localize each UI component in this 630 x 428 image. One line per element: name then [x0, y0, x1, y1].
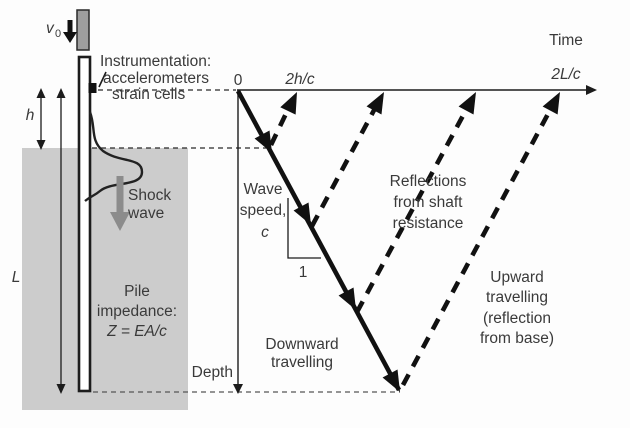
h-arrowhead-down-icon [36, 140, 46, 150]
impact-velocity-label: v [46, 20, 55, 37]
tick-2h-over-c: 2h/c [284, 71, 315, 88]
wave-speed-label-line1: Wave [243, 181, 282, 198]
soil-region [22, 148, 188, 410]
impact-arrowhead-icon [63, 32, 77, 43]
shaft-reflection-line-2 [309, 97, 383, 228]
L-arrowhead-up-icon [56, 88, 66, 98]
impedance-label-line2: impedance: [97, 303, 177, 320]
tick-origin: 0 [234, 72, 243, 89]
downward-label-line1: Downward [265, 336, 338, 353]
instrumentation-label-line2: accelerometers [103, 70, 209, 87]
instrumentation-label-line1: Instrumentation: [100, 53, 211, 70]
shock-wave-label-line2: wave [127, 205, 164, 222]
base-reflection-label-line4: from base) [480, 330, 554, 347]
downward-wave-arrowhead-tip-icon [382, 369, 400, 392]
shaft-reflection-arrowhead-1-icon [280, 92, 297, 115]
downward-wave-arrowhead-3-icon [338, 287, 356, 310]
shaft-reflection-arrowhead-2-icon [366, 92, 384, 115]
base-reflection-label-line2: travelling [486, 289, 548, 306]
time-axis-label: Time [549, 32, 583, 49]
slope-unit-label: 1 [299, 264, 308, 281]
pile [77, 55, 92, 393]
depth-axis-label: Depth [192, 364, 233, 381]
h-arrowhead-up-icon [36, 88, 46, 98]
shock-wave-pulse-curve [84, 111, 144, 202]
shock-wave-label-line1: Shock [128, 187, 171, 204]
downward-label-line2: travelling [271, 354, 333, 371]
sensor-block [88, 83, 97, 93]
shaft-reflection-label-line3: resistance [393, 215, 464, 232]
impedance-formula: Z = EA/c [106, 323, 167, 340]
downward-wave-arrowhead-1-icon [254, 130, 272, 153]
hammer-block [76, 9, 90, 51]
shaft-reflection-arrowhead-3-icon [458, 92, 476, 115]
slope-triangle [287, 198, 321, 259]
base-reflection-label-line1: Upward [490, 269, 543, 286]
impact-velocity-subscript: 0 [55, 28, 61, 40]
shaft-reflection-label-line1: Reflections [390, 173, 467, 190]
downward-wave-arrowhead-2-icon [293, 202, 311, 225]
depth-axis-arrowhead-icon [233, 384, 243, 394]
base-reflection-label-line3: (reflection [483, 310, 551, 327]
base-reflection-arrowhead-icon [542, 92, 560, 115]
shock-direction-arrowhead-icon [110, 212, 130, 231]
impedance-label-line1: Pile [124, 283, 150, 300]
h-label: h [26, 107, 35, 124]
instrumentation-label-line3: strain cells [112, 86, 185, 103]
wave-speed-label-line2: speed, [240, 202, 287, 219]
wave-speed-symbol: c [261, 224, 269, 241]
time-axis-arrowhead-icon [586, 85, 597, 95]
shaft-reflection-label-line2: from shaft [394, 194, 464, 211]
L-arrowhead-down-icon [56, 384, 66, 394]
sensor-pointer-line [98, 71, 107, 88]
tick-2L-over-c: 2L/c [550, 66, 581, 83]
L-label: L [12, 269, 21, 286]
